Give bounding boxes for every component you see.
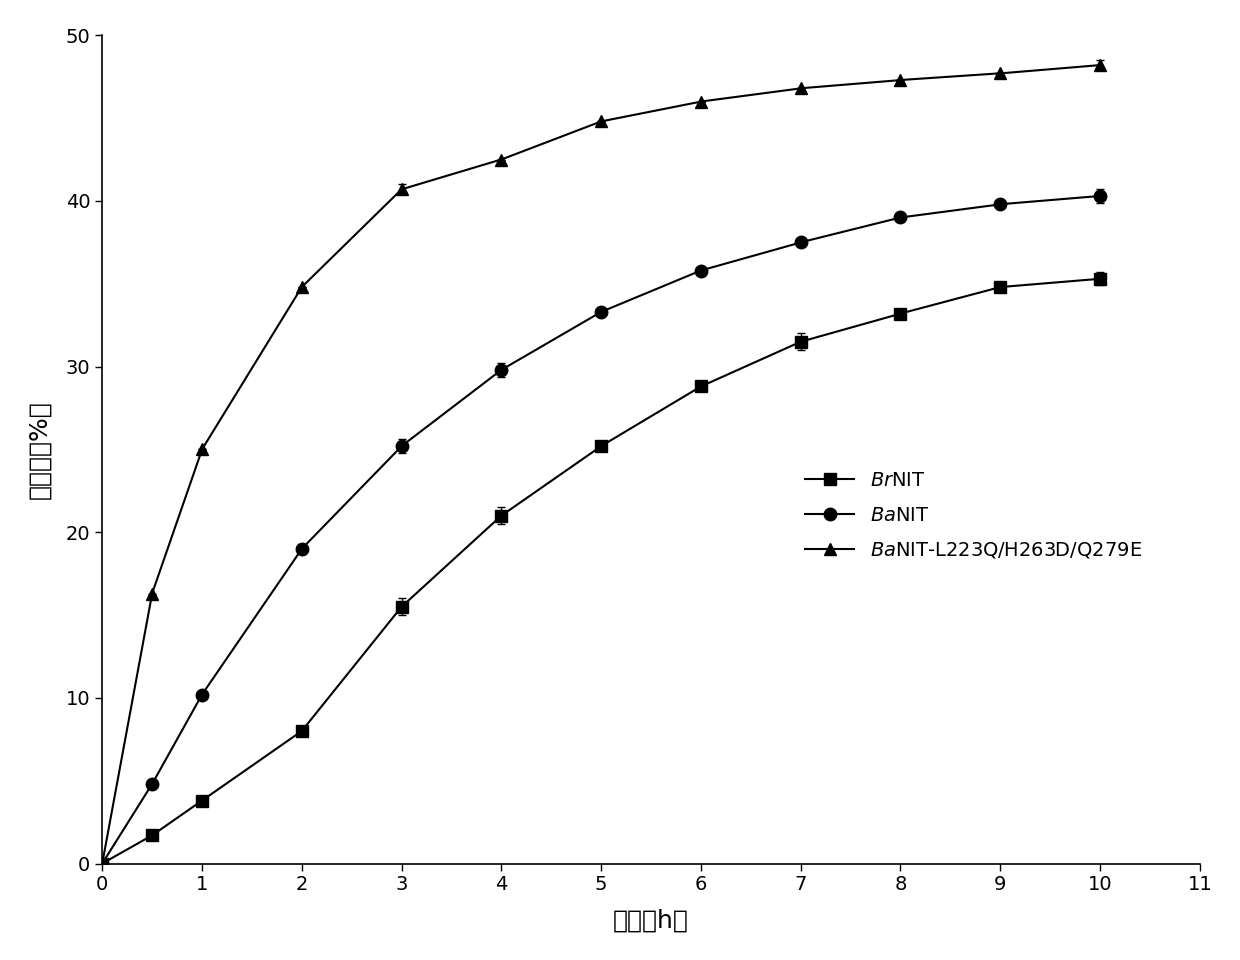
X-axis label: 时间（h）: 时间（h） <box>613 908 689 932</box>
Y-axis label: 转化率（%）: 转化率（%） <box>27 400 52 499</box>
Legend: $\it{Br}$NIT, $\it{Ba}$NIT, $\it{Ba}$NIT-L223Q/H263D/Q279E: $\it{Br}$NIT, $\it{Ba}$NIT, $\it{Ba}$NIT… <box>790 456 1157 576</box>
